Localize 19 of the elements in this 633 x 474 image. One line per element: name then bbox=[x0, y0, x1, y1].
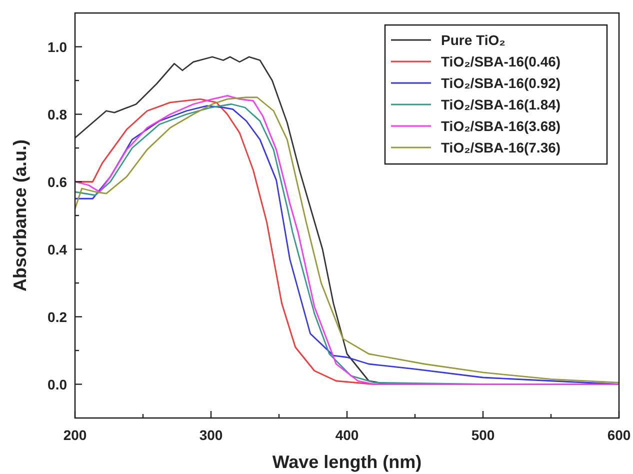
legend-label: TiO₂/SBA-16(1.84) bbox=[441, 96, 561, 112]
x-tick-label: 600 bbox=[607, 427, 631, 443]
x-axis-title: Wave length (nm) bbox=[272, 452, 422, 472]
legend-label: TiO₂/SBA-16(0.46) bbox=[441, 54, 561, 70]
x-tick-label: 300 bbox=[199, 427, 223, 443]
legend-label: TiO₂/SBA-16(7.36) bbox=[441, 140, 561, 156]
y-tick-label: 1.0 bbox=[48, 38, 68, 55]
legend-label: TiO₂/SBA-16(0.92) bbox=[441, 75, 561, 91]
legend-label: Pure TiO₂ bbox=[441, 32, 506, 48]
y-tick-label: 0.4 bbox=[48, 241, 68, 258]
x-tick-label: 200 bbox=[63, 427, 87, 443]
y-axis-title: Absorbance (a.u.) bbox=[10, 139, 30, 292]
y-tick-label: 0.6 bbox=[48, 174, 68, 190]
y-tick-label: 0.8 bbox=[48, 106, 68, 122]
y-tick-label: 0.2 bbox=[48, 308, 68, 325]
y-tick-label: 0.0 bbox=[48, 376, 68, 392]
x-tick-label: 400 bbox=[335, 427, 359, 443]
legend-label: TiO₂/SBA-16(3.68) bbox=[441, 118, 561, 134]
x-tick-label: 500 bbox=[471, 427, 495, 443]
